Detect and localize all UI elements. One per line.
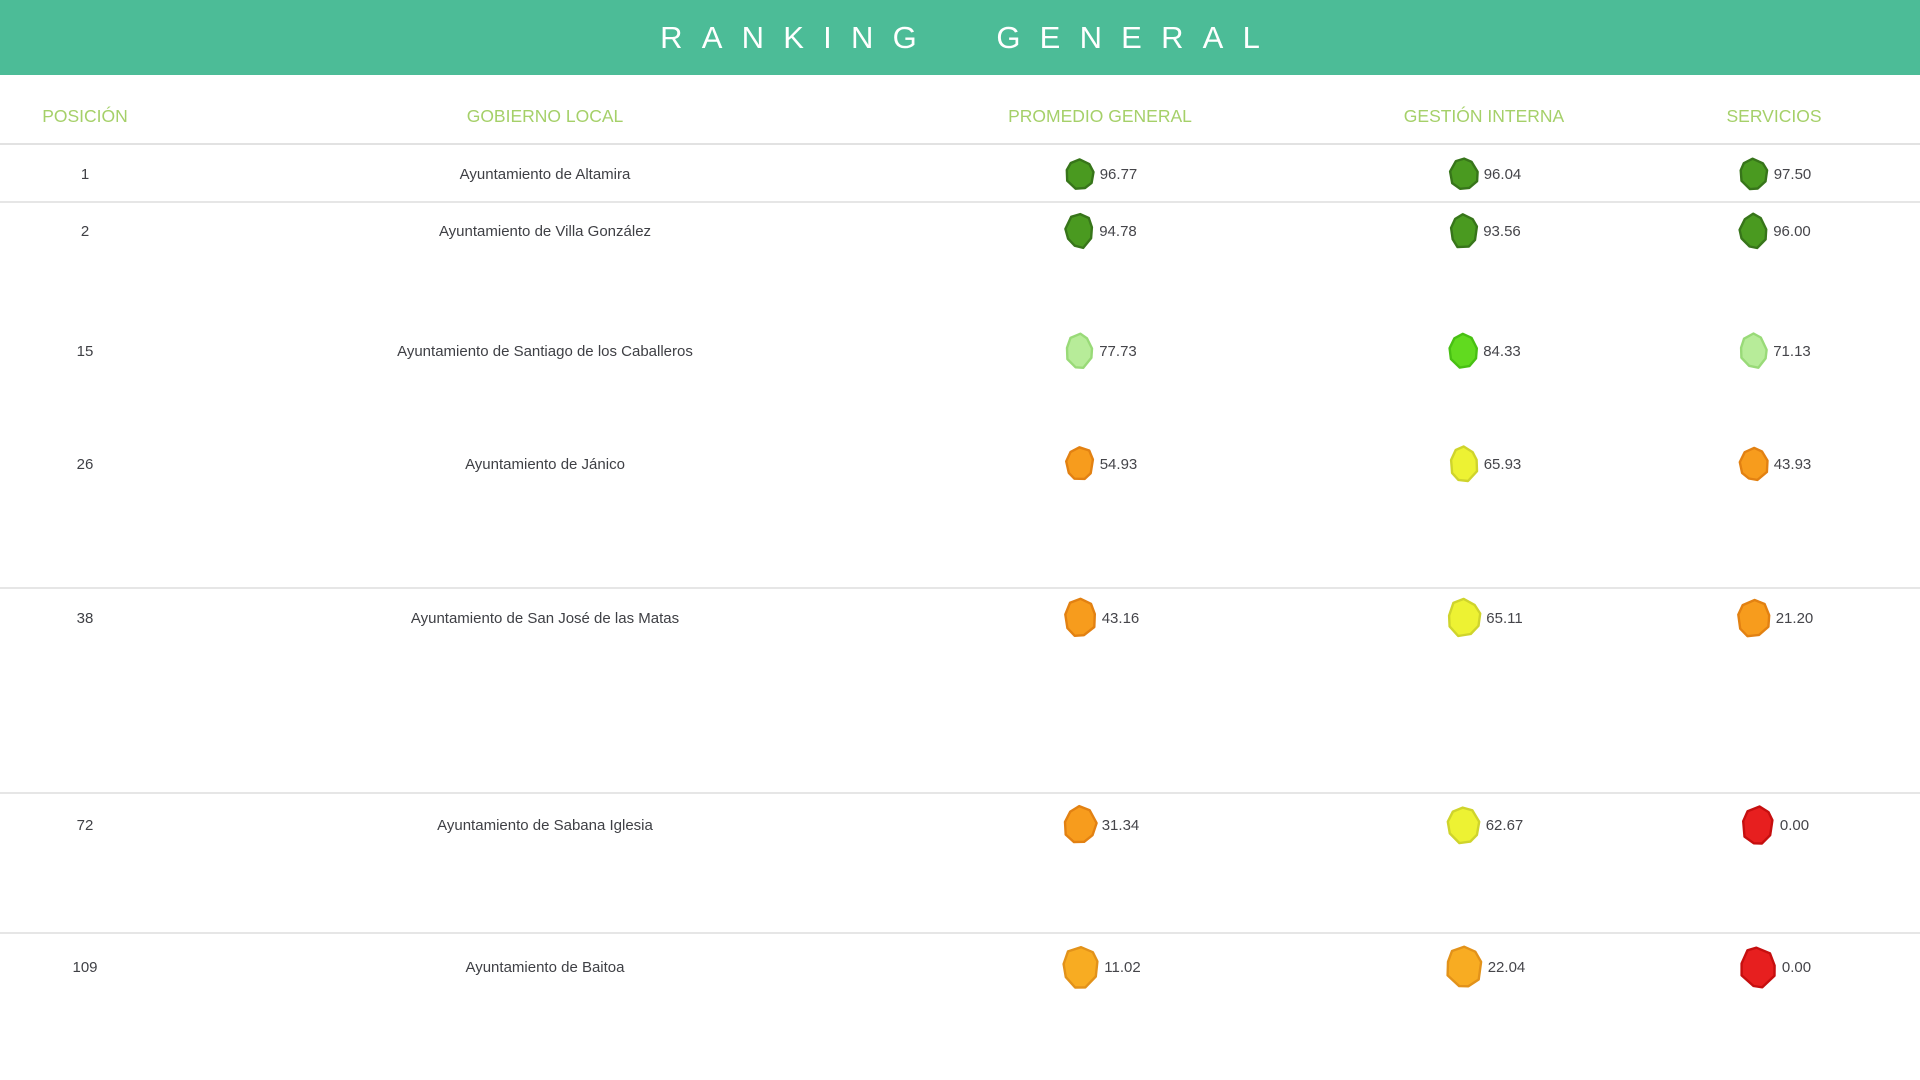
municipality-name: Ayuntamiento de San José de las Matas xyxy=(410,609,680,627)
municipality-name: Ayuntamiento de Altamira xyxy=(459,165,631,183)
column-header-posicion: POSICIÓN xyxy=(42,106,128,126)
score-badge-icon xyxy=(1737,211,1770,251)
score-badge-icon xyxy=(1445,803,1483,847)
table-row: 2 Ayuntamiento de Villa González 94.78 93.5… xyxy=(0,203,1920,327)
table-row: 72 Ayuntamiento de Sabana Iglesia 31.34 62.… xyxy=(0,792,1920,932)
score-value: 77.73 xyxy=(1099,342,1137,360)
score-badge-icon xyxy=(1447,444,1481,484)
score-cell-promedio: 43.16 xyxy=(920,596,1280,640)
score-badge-icon xyxy=(1737,331,1770,371)
score-badge-icon xyxy=(1059,943,1101,991)
position-cell: 15 xyxy=(76,342,94,360)
municipality-name: Ayuntamiento de Jánico xyxy=(465,455,625,473)
score-cell-gestion: 84.33 xyxy=(1280,331,1688,371)
score-cell-promedio: 11.02 xyxy=(920,943,1280,991)
score-cell-servicios: 71.13 xyxy=(1688,331,1860,371)
score-value: 96.77 xyxy=(1099,165,1138,183)
score-cell-servicios: 43.93 xyxy=(1688,444,1860,484)
score-badge-icon xyxy=(1447,211,1480,251)
score-badge-icon xyxy=(1739,803,1777,847)
score-cell-gestion: 65.11 xyxy=(1280,596,1688,640)
position-cell: 109 xyxy=(72,958,98,976)
column-header-servicios: SERVICIOS xyxy=(1726,106,1822,126)
score-value: 96.00 xyxy=(1773,222,1811,240)
municipality-name: Ayuntamiento de Baitoa xyxy=(465,958,625,976)
column-header-promedio-general: PROMEDIO GENERAL xyxy=(1008,106,1192,126)
score-cell-promedio: 31.34 xyxy=(920,803,1280,847)
score-badge-icon xyxy=(1737,943,1779,991)
score-cell-gestion: 62.67 xyxy=(1280,803,1688,847)
score-value: 31.34 xyxy=(1101,816,1140,834)
score-badge-icon xyxy=(1061,803,1099,847)
score-cell-servicios: 21.20 xyxy=(1688,596,1860,640)
score-badge-icon xyxy=(1063,211,1096,251)
position-cell: 72 xyxy=(76,816,94,834)
column-header-gobierno-local: GOBIERNO LOCAL xyxy=(466,106,624,126)
score-value: 97.50 xyxy=(1773,165,1812,183)
score-badge-icon xyxy=(1063,156,1097,192)
score-value: 94.78 xyxy=(1099,222,1137,240)
score-cell-gestion: 65.93 xyxy=(1280,444,1688,484)
score-value: 93.56 xyxy=(1483,222,1521,240)
score-cell-servicios: 97.50 xyxy=(1688,156,1860,192)
position-cell: 38 xyxy=(76,609,94,627)
table-row: 15 Ayuntamiento de Santiago de los Caball… xyxy=(0,327,1920,440)
score-cell-gestion: 96.04 xyxy=(1280,156,1688,192)
table-row: 1 Ayuntamiento de Altamira 96.77 96.04 97.50 xyxy=(0,145,1920,203)
score-cell-promedio: 94.78 xyxy=(920,211,1280,251)
position-cell: 2 xyxy=(80,222,90,240)
score-badge-icon xyxy=(1443,943,1485,991)
municipality-name: Ayuntamiento de Villa González xyxy=(438,222,652,240)
score-cell-servicios: 96.00 xyxy=(1688,211,1860,251)
table-row: 109 Ayuntamiento de Baitoa 11.02 22.04 0.00 xyxy=(0,932,1920,1080)
score-badge-icon xyxy=(1447,331,1480,371)
table-row: 26 Ayuntamiento de Jánico 54.93 65.93 43.93 xyxy=(0,440,1920,587)
table-body: 1 Ayuntamiento de Altamira 96.77 96.04 97.50… xyxy=(0,145,1920,1080)
score-badge-icon xyxy=(1735,596,1773,640)
score-value: 43.93 xyxy=(1773,455,1812,473)
score-badge-icon xyxy=(1063,444,1097,484)
municipality-name: Ayuntamiento de Sabana Iglesia xyxy=(437,816,653,834)
score-value: 11.02 xyxy=(1104,958,1141,976)
score-value: 65.11 xyxy=(1486,609,1523,627)
position-cell: 26 xyxy=(76,455,94,473)
score-value: 84.33 xyxy=(1483,342,1521,360)
table-header-row: POSICIÓN GOBIERNO LOCAL PROMEDIO GENERAL… xyxy=(0,75,1920,145)
score-cell-gestion: 93.56 xyxy=(1280,211,1688,251)
score-value: 71.13 xyxy=(1773,342,1811,360)
table-row: 38 Ayuntamiento de San José de las Matas 4… xyxy=(0,587,1920,792)
score-cell-gestion: 22.04 xyxy=(1280,943,1688,991)
score-value: 22.04 xyxy=(1487,958,1526,976)
score-value: 0.00 xyxy=(1779,816,1810,834)
score-cell-servicios: 0.00 xyxy=(1688,943,1860,991)
score-cell-promedio: 77.73 xyxy=(920,331,1280,371)
page-header: RANKING GENERAL xyxy=(0,0,1920,75)
score-badge-icon xyxy=(1061,596,1099,640)
score-value: 21.20 xyxy=(1775,609,1814,627)
score-badge-icon xyxy=(1445,596,1483,640)
column-header-gestion-interna: GESTIÓN INTERNA xyxy=(1403,106,1565,126)
score-badge-icon xyxy=(1063,331,1096,371)
score-value: 0.00 xyxy=(1781,958,1812,976)
score-value: 54.93 xyxy=(1099,455,1138,473)
score-value: 62.67 xyxy=(1485,816,1524,834)
municipality-name: Ayuntamiento de Santiago de los Caballer… xyxy=(397,342,693,360)
score-cell-promedio: 54.93 xyxy=(920,444,1280,484)
score-badge-icon xyxy=(1447,156,1481,192)
score-value: 65.93 xyxy=(1483,455,1522,473)
score-cell-promedio: 96.77 xyxy=(920,156,1280,192)
score-value: 96.04 xyxy=(1483,165,1522,183)
score-badge-icon xyxy=(1737,444,1771,484)
score-cell-servicios: 0.00 xyxy=(1688,803,1860,847)
ranking-table: POSICIÓN GOBIERNO LOCAL PROMEDIO GENERAL… xyxy=(0,75,1920,1080)
position-cell: 1 xyxy=(80,165,90,183)
score-badge-icon xyxy=(1737,156,1771,192)
page-title: RANKING GENERAL xyxy=(660,19,1280,55)
score-value: 43.16 xyxy=(1101,609,1140,627)
